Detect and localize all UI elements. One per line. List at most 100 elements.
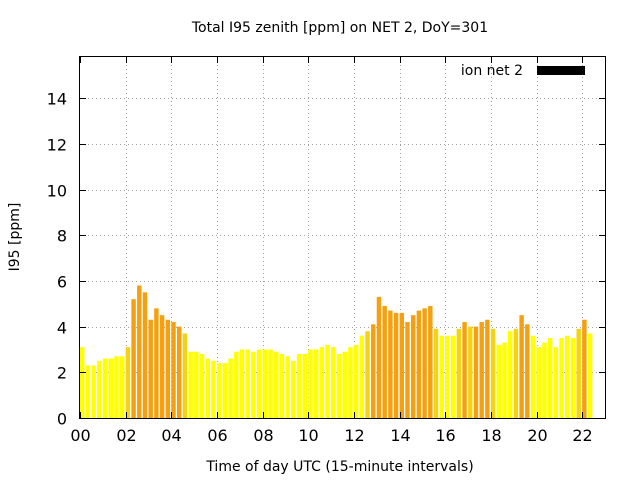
- bar: [296, 354, 302, 418]
- x-tick-label: 14: [390, 426, 410, 445]
- x-tick-label: 22: [572, 426, 592, 445]
- bar: [142, 292, 148, 418]
- bar: [108, 358, 113, 418]
- bar: [274, 351, 279, 418]
- bar: [422, 308, 427, 418]
- bar: [439, 335, 444, 418]
- plot-frame: [79, 56, 606, 419]
- y-tick-label: 10: [47, 182, 67, 201]
- bar: [199, 354, 205, 418]
- bar: [570, 338, 576, 418]
- bar: [513, 328, 519, 418]
- bar: [462, 322, 467, 418]
- bar: [102, 358, 108, 418]
- bar: [177, 326, 182, 418]
- bar: [525, 324, 530, 418]
- bar: [445, 335, 450, 418]
- bar: [382, 306, 387, 418]
- bar: [405, 322, 410, 418]
- bar: [325, 344, 330, 418]
- bar: [182, 333, 188, 418]
- bar: [119, 356, 125, 418]
- bar: [91, 365, 96, 418]
- bar: [313, 349, 319, 418]
- bar: [428, 306, 433, 418]
- y-tick-label: 8: [57, 227, 67, 246]
- bar: [485, 319, 490, 418]
- legend: ion net 2: [461, 63, 585, 79]
- bar: [171, 322, 176, 418]
- y-tick-label: 0: [57, 410, 67, 429]
- bar: [154, 308, 159, 418]
- bar: [473, 326, 479, 418]
- bar: [416, 310, 422, 418]
- bar: [450, 335, 456, 418]
- x-tick-label: 02: [116, 426, 136, 445]
- bar: [456, 328, 462, 418]
- bar: [279, 354, 285, 418]
- bar: [319, 347, 325, 418]
- x-axis-label: Time of day UTC (15-minute intervals): [205, 459, 473, 475]
- bar: [336, 354, 342, 418]
- bar: [479, 322, 484, 418]
- y-axis-label: I95 [ppm]: [7, 203, 23, 272]
- bar: [519, 315, 524, 418]
- bar: [251, 351, 256, 418]
- bar: [376, 296, 382, 418]
- bar: [148, 319, 153, 418]
- bar: [291, 360, 296, 418]
- bar: [234, 351, 239, 418]
- bar: [542, 342, 547, 418]
- bar: [587, 333, 593, 418]
- bar: [496, 344, 502, 418]
- bar: [211, 360, 216, 418]
- bar: [371, 324, 376, 418]
- bar: [365, 331, 370, 418]
- x-tick-label: 04: [161, 426, 181, 445]
- x-tick-label: 18: [481, 426, 501, 445]
- bar: [285, 356, 290, 418]
- bar: [490, 328, 496, 418]
- bar: [97, 360, 102, 418]
- bar: [399, 312, 405, 418]
- x-tick-label: 10: [298, 426, 318, 445]
- legend-swatch: [537, 66, 585, 75]
- bar: [239, 349, 245, 418]
- bar: [359, 335, 365, 418]
- bar: [507, 331, 513, 418]
- bar: [559, 338, 564, 418]
- bar: [194, 351, 199, 418]
- bar: [536, 347, 541, 418]
- bar: [268, 349, 273, 418]
- bar: [582, 319, 587, 418]
- y-tick-label: 6: [57, 273, 67, 292]
- x-tick-label: 12: [344, 426, 364, 445]
- bar: [85, 365, 91, 418]
- x-tick-label: 16: [435, 426, 455, 445]
- y-tick-label: 14: [47, 90, 67, 109]
- bar: [228, 358, 233, 418]
- bar: [165, 319, 171, 418]
- bar: [553, 347, 559, 418]
- bar: [388, 310, 393, 418]
- bar: [159, 315, 165, 418]
- bar: [547, 338, 553, 418]
- bar: [256, 349, 262, 418]
- chart-title: Total I95 zenith [ppm] on NET 2, DoY=301: [191, 20, 488, 36]
- bar: [222, 363, 228, 418]
- bar: [348, 347, 353, 418]
- bar: [302, 354, 307, 418]
- bar: [131, 299, 136, 418]
- bar: [342, 351, 347, 418]
- bar: [565, 335, 570, 418]
- bar: [468, 326, 473, 418]
- y-tick-label: 2: [57, 364, 67, 383]
- bar: [205, 358, 210, 418]
- x-tick-label: 08: [253, 426, 273, 445]
- bar: [125, 347, 131, 418]
- bar: [216, 363, 222, 418]
- bar: [137, 285, 142, 418]
- x-tick-label: 20: [527, 426, 547, 445]
